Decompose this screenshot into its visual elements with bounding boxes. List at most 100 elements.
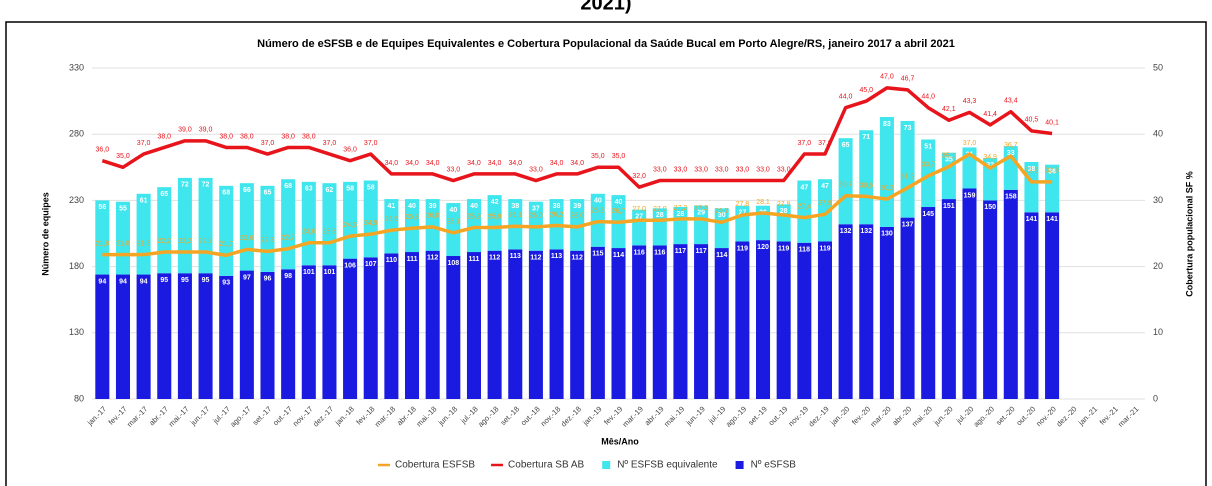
line-label: 22,6 [240,235,254,242]
bar-label: 151 [943,203,955,210]
bar-label: 94 [140,278,148,285]
line-label: 35,0 [116,153,130,160]
line-label: 40,5 [1025,117,1039,124]
y-tick-label: 280 [69,129,84,139]
bar-label: 114 [716,252,727,259]
bar [797,242,812,399]
bar-label: 111 [407,256,418,263]
bar-label: 27 [738,210,746,217]
bar-label: 137 [902,221,914,228]
line-label: 22,2 [157,238,171,245]
line-label: 37,0 [963,140,977,147]
line-label: 34,0 [570,160,584,167]
bar-label: 95 [160,277,168,284]
line-label: 37,0 [798,140,812,147]
bar-label: 96 [264,276,272,283]
x-tick-label: set.-17 [251,404,274,427]
line-label: 37,0 [364,140,378,147]
x-tick-label: jan.-19 [580,404,603,427]
bar [281,269,296,399]
x-tick-label: jun.-20 [931,404,954,427]
x-tick-label: abr.-20 [890,404,913,427]
line-label: 46,7 [901,76,915,83]
line-label: 27,2 [674,205,688,212]
bar-label: 98 [284,273,292,280]
x-tick-label: ago.-17 [228,404,252,428]
line-label: 33,0 [653,166,667,173]
bar-label: 39 [429,203,437,210]
line-label: 39,0 [199,127,213,134]
bar-label: 40 [615,199,623,206]
line-label: 33,0 [674,166,688,173]
bar-label: 117 [675,248,686,255]
bar-label: 118 [799,247,810,254]
bar [590,246,605,399]
line-label: 27,2 [694,205,708,212]
line-label: 30,2 [880,185,894,192]
bar-label: 27 [635,214,643,221]
bar [219,275,234,399]
bar-label: 55 [119,206,127,213]
line-label: 22,7 [281,235,295,242]
line-label: 22,2 [199,238,213,245]
bar-label: 51 [924,143,932,150]
bar-label: 130 [881,231,893,238]
line-label: 37,0 [261,140,275,147]
line-label: 25,9 [467,213,481,220]
bar [735,241,750,399]
y-tick-label: 130 [69,327,84,337]
x-tick-label: dez.-18 [559,404,583,428]
x-tick-label: dez.-19 [807,404,831,428]
line-label: 21,8 [116,241,130,248]
line-label: 33,7 [921,162,935,169]
x-tick-label: mai.-19 [662,404,686,428]
line-label: 34,0 [405,160,419,167]
bar-label: 38 [1028,166,1036,173]
bar-label: 116 [654,249,665,256]
y-tick-label: 80 [74,393,84,403]
bar-label: 68 [284,183,292,190]
line-label: 37,0 [818,140,832,147]
line [101,86,1053,189]
bar-label: 116 [633,249,644,256]
bar [570,199,585,251]
y2-tick-label: 30 [1153,195,1163,205]
line-label: 27,4 [798,203,812,210]
line-label: 31,9 [901,174,915,181]
bar-label: 72 [181,182,189,189]
bar-label: 113 [510,253,521,260]
bar-label: 132 [840,228,852,235]
legend-label: Cobertura SB AB [508,460,584,471]
x-tick-label: mar.-17 [125,404,149,428]
y2-tick-label: 40 [1153,129,1163,139]
line-label: 32,8 [1025,168,1039,175]
line-label: 34,0 [385,160,399,167]
bar [405,252,420,399]
bar [425,199,440,251]
line-label: 27,9 [818,200,832,207]
line-label: 25,5 [385,216,399,223]
bar [322,265,337,399]
bar-label: 61 [140,198,148,205]
bar [301,181,316,266]
bar [260,185,275,272]
y-tick-label: 230 [69,195,84,205]
bar [508,249,523,399]
bar [838,138,853,225]
x-tick-label: mar.-18 [373,404,397,428]
bar [673,207,688,245]
y-tick-label: 330 [69,62,84,72]
bar [632,245,647,399]
x-tick-label: mar.-20 [868,404,892,428]
x-tick-label: set.-19 [746,404,769,427]
bar [817,179,832,242]
x-tick-label: jun.-18 [436,404,459,427]
line-label: 26,7 [612,208,626,215]
bar-label: 47 [821,183,829,190]
line-label: 26,1 [508,212,522,219]
bar [508,199,523,250]
line-label: 27,8 [736,201,750,208]
line-label: 34,9 [983,154,997,161]
bar-label: 37 [532,206,540,213]
